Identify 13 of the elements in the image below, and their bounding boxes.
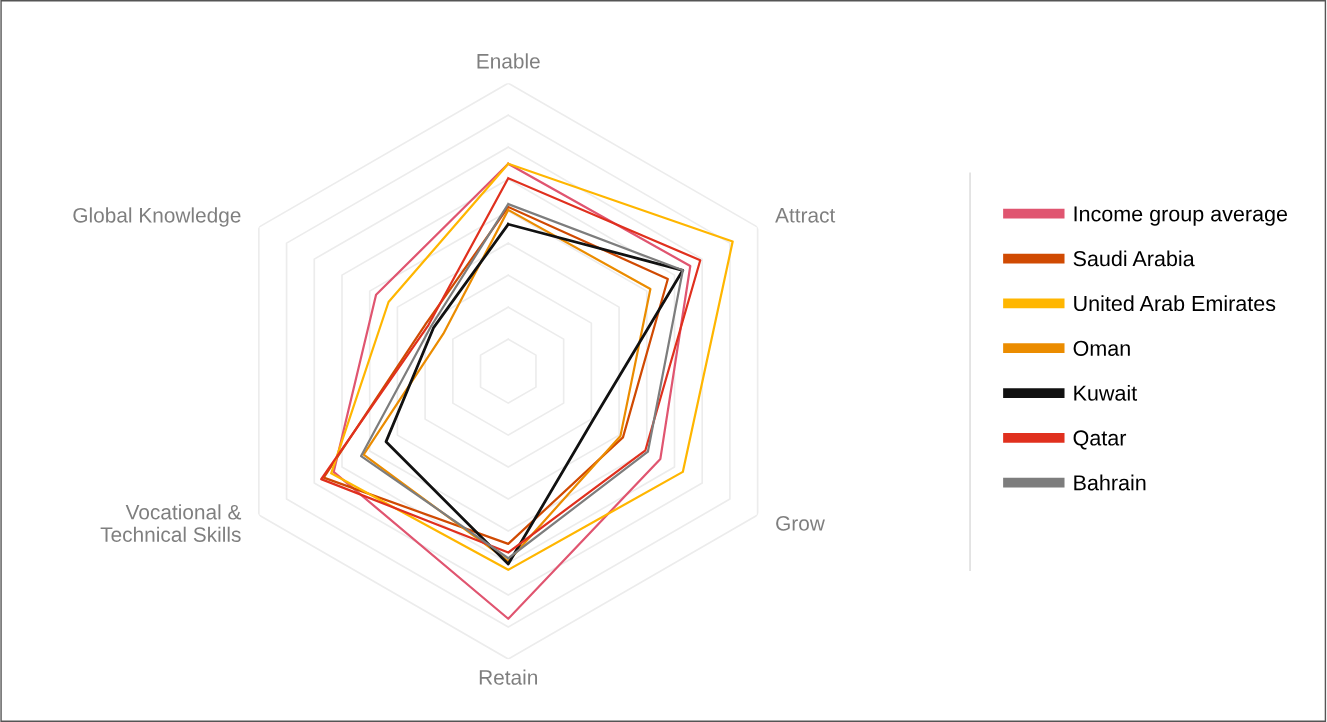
spoke-label: Attract (775, 208, 836, 223)
legend-label: Oman (1073, 340, 1130, 356)
legend-label: United Arab Emirates (1074, 295, 1276, 312)
spoke-label: Grow (776, 516, 825, 531)
legend-label: Saudi Arabia (1073, 250, 1195, 267)
spoke-label: Global Knowledge (73, 207, 241, 227)
legend-label: Qatar (1073, 430, 1127, 450)
spoke-label: Retain (479, 669, 537, 685)
legend-label: Kuwait (1074, 384, 1138, 401)
spoke-label: Enable (477, 53, 540, 69)
legend-label: Income group average (1074, 206, 1288, 226)
spoke-label: Vocational & Technical Skills (100, 504, 242, 542)
legend-label: Bahrain (1074, 474, 1146, 491)
